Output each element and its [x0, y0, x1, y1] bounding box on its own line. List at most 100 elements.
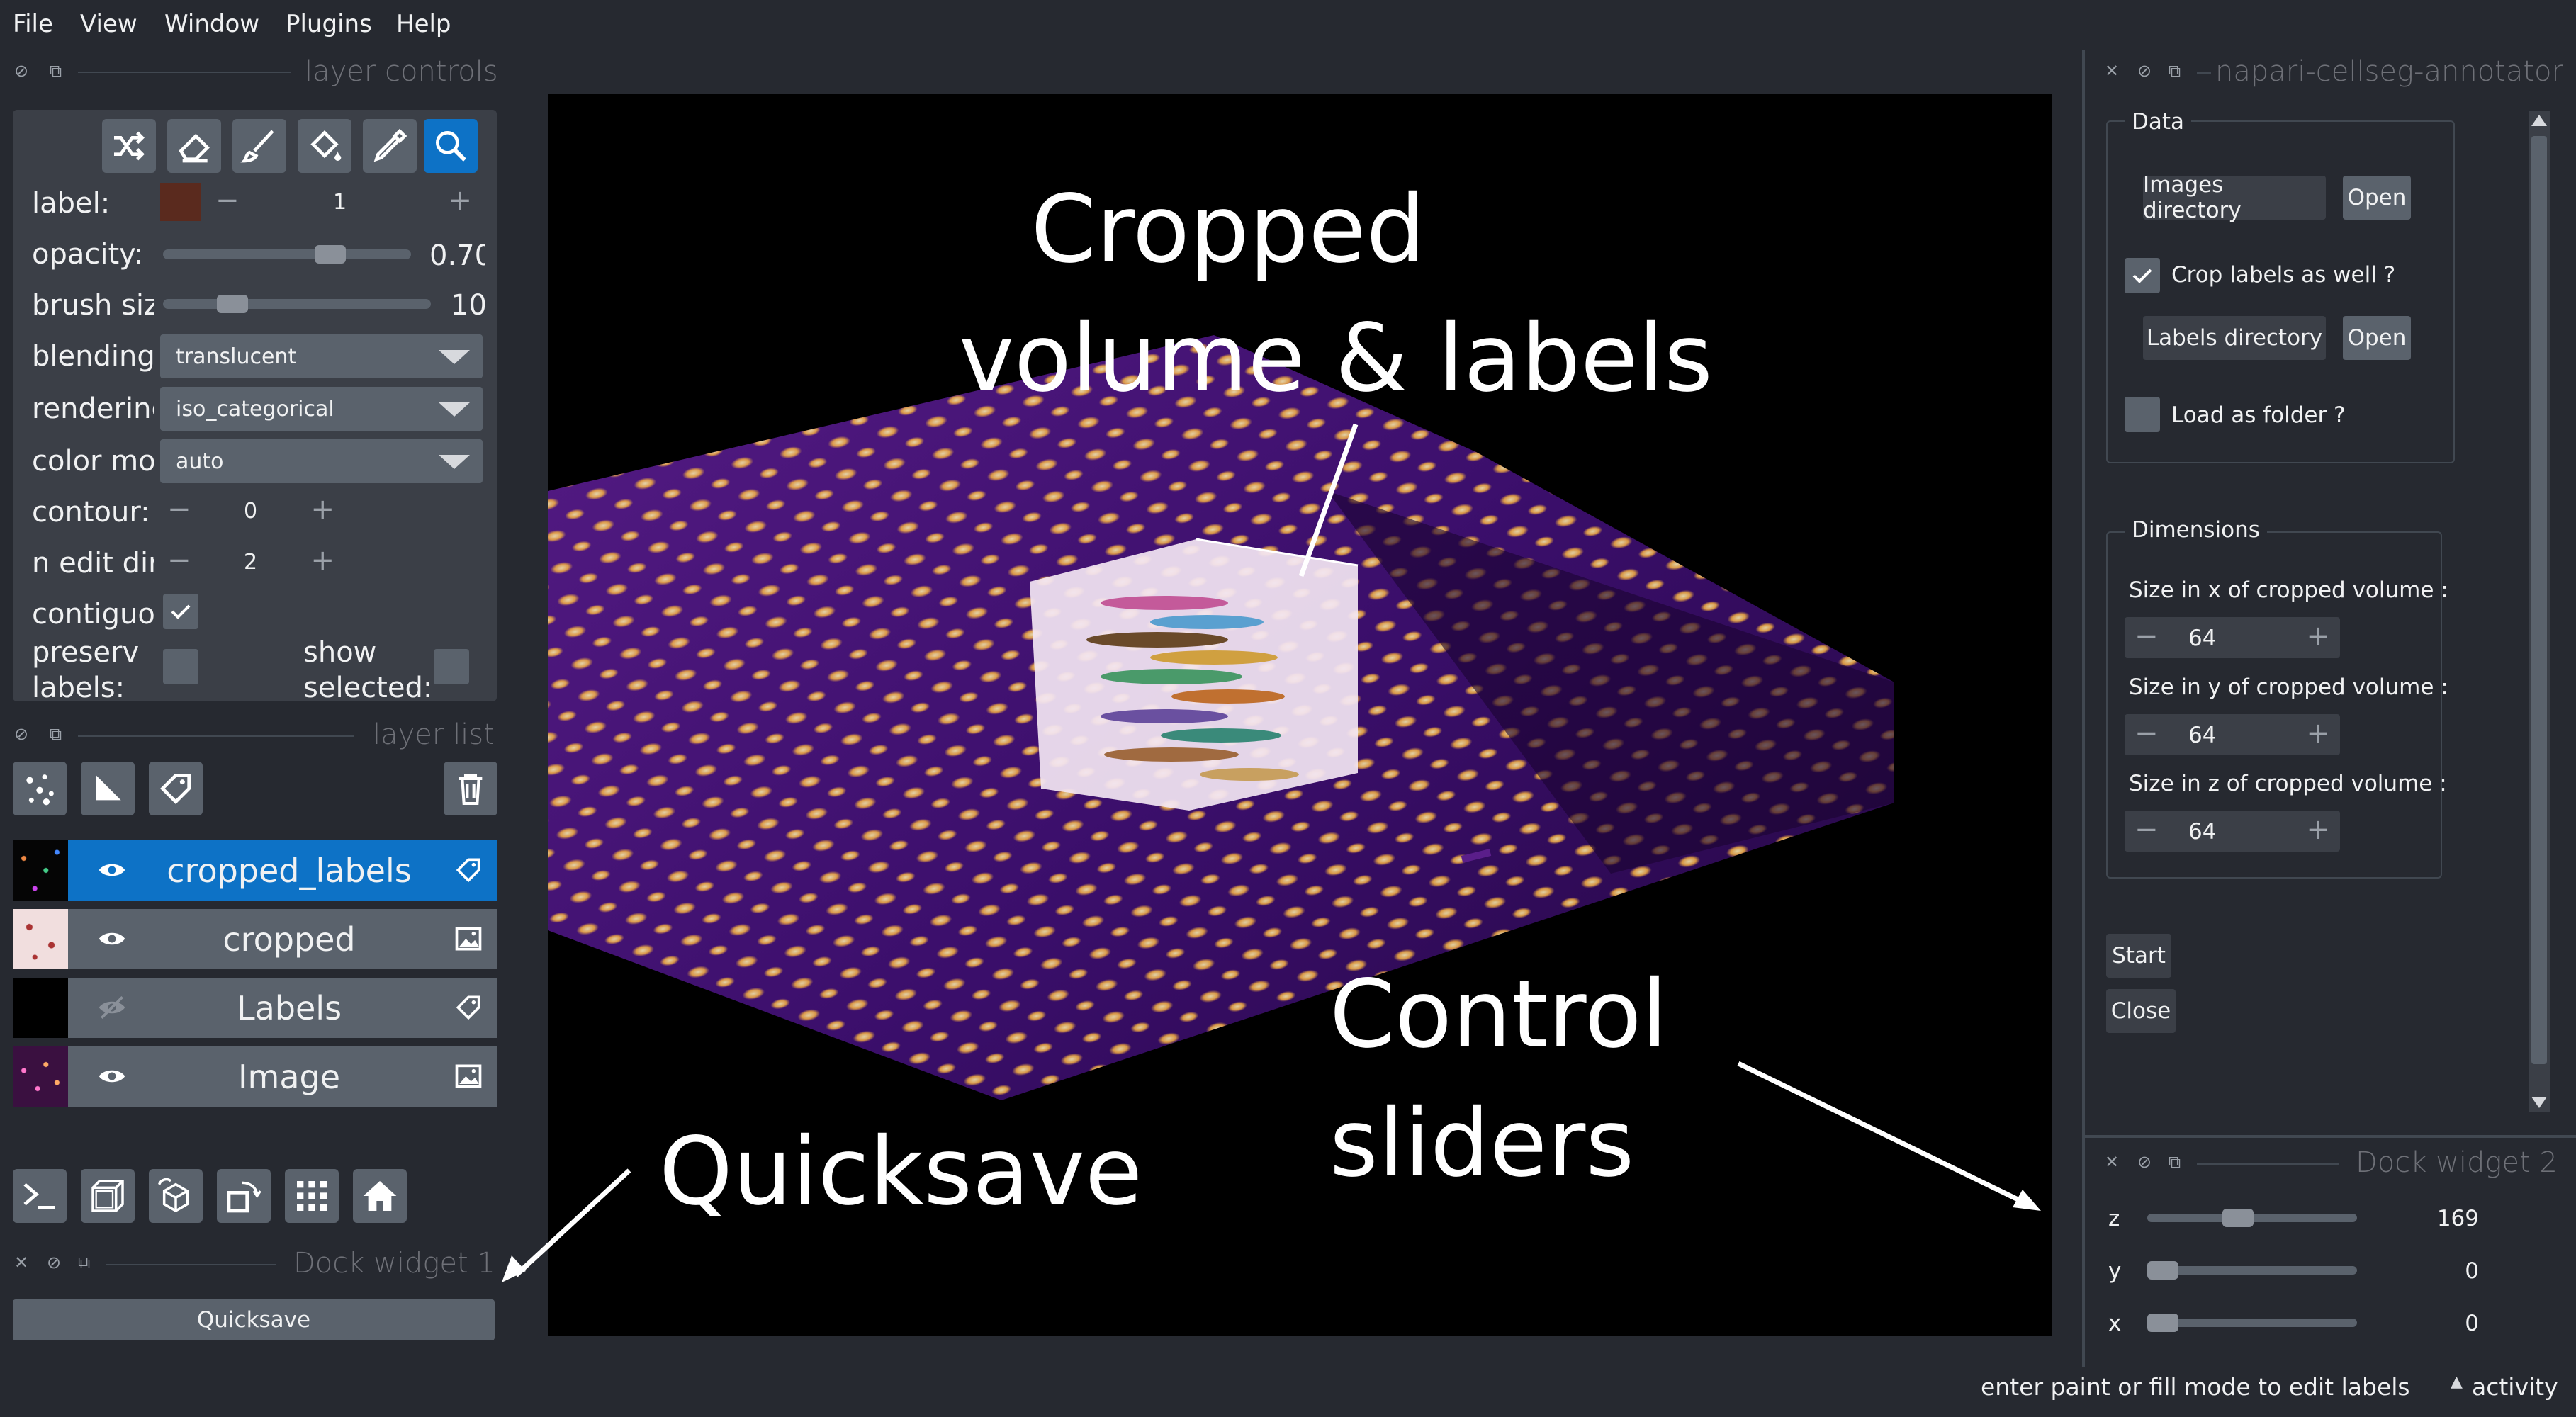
dim-slider-handle[interactable]: [2222, 1209, 2254, 1227]
layer-row-cropped[interactable]: cropped: [13, 909, 497, 969]
increment-icon[interactable]: +: [310, 544, 334, 577]
decrement-icon[interactable]: −: [2135, 717, 2159, 750]
label-spinbox[interactable]: − 1 +: [206, 181, 482, 222]
close-icon[interactable]: ✕: [14, 1253, 29, 1272]
dock-widget-2-title: Dock widget 2: [2356, 1146, 2558, 1179]
color-mode-combo[interactable]: auto: [160, 439, 483, 483]
start-button[interactable]: Start: [2106, 934, 2171, 978]
label-color-swatch[interactable]: [160, 183, 201, 221]
layer-row-labels[interactable]: Labels: [13, 978, 497, 1038]
undock-icon[interactable]: ⧉: [2169, 61, 2181, 81]
close-button[interactable]: Close: [2106, 989, 2176, 1033]
opacity-slider[interactable]: [163, 249, 411, 259]
images-directory-field[interactable]: Images directory: [2143, 172, 2326, 223]
scroll-up-icon[interactable]: [2531, 115, 2547, 126]
blending-combo[interactable]: translucent: [160, 334, 483, 378]
decrement-icon[interactable]: −: [167, 493, 191, 526]
increment-icon[interactable]: +: [2306, 717, 2330, 750]
quicksave-button[interactable]: Quicksave: [13, 1299, 495, 1340]
float-icon[interactable]: ⊘: [2137, 1152, 2152, 1172]
close-icon[interactable]: ✕: [2105, 1152, 2120, 1172]
close-icon[interactable]: ✕: [2105, 61, 2120, 81]
activity-button[interactable]: activity: [2472, 1373, 2558, 1401]
undock-icon[interactable]: ⧉: [50, 61, 62, 81]
open-images-button[interactable]: Open: [2343, 176, 2411, 220]
paint-button[interactable]: [232, 119, 286, 173]
erase-button[interactable]: [167, 119, 221, 173]
show-selected-label: show selected:: [303, 636, 431, 700]
layer-list-title: layer list: [373, 718, 495, 751]
n-edit-dim-spinbox[interactable]: − 2 +: [160, 541, 344, 582]
eye-hidden-icon[interactable]: [96, 992, 128, 1023]
points-icon: [26, 774, 54, 806]
undock-icon[interactable]: ⧉: [78, 1253, 91, 1272]
transpose-dims-button[interactable]: [217, 1169, 271, 1223]
fill-button[interactable]: [298, 119, 351, 173]
brush-size-slider-handle[interactable]: [217, 295, 248, 313]
decrement-icon[interactable]: −: [2135, 620, 2159, 653]
eye-icon[interactable]: [96, 923, 128, 954]
increment-icon[interactable]: +: [2306, 620, 2330, 653]
dim-slider-track[interactable]: [2147, 1319, 2357, 1327]
opacity-label: opacity:: [32, 238, 144, 271]
menu-view[interactable]: View: [80, 10, 137, 38]
increment-icon[interactable]: +: [448, 184, 472, 217]
increment-icon[interactable]: +: [2306, 813, 2330, 846]
menu-plugins[interactable]: Plugins: [286, 10, 372, 38]
scrollbar[interactable]: [2529, 111, 2550, 1112]
eye-icon[interactable]: [96, 854, 128, 886]
load-as-folder-checkbox[interactable]: [2125, 397, 2160, 432]
show-selected-checkbox[interactable]: [434, 649, 469, 684]
size-x-spinbox[interactable]: − 64 +: [2125, 617, 2340, 658]
layer-name: Image: [237, 1058, 341, 1096]
decrement-icon[interactable]: −: [215, 184, 240, 217]
undock-icon[interactable]: ⧉: [50, 724, 62, 744]
size-z-spinbox[interactable]: − 64 +: [2125, 811, 2340, 852]
open-labels-button[interactable]: Open: [2343, 316, 2411, 360]
undock-icon[interactable]: ⧉: [2169, 1152, 2181, 1172]
brush-size-slider[interactable]: [163, 299, 431, 309]
layer-row-cropped-labels[interactable]: cropped_labels: [13, 840, 497, 901]
opacity-slider-handle[interactable]: [315, 245, 346, 264]
eye-icon[interactable]: [96, 1061, 128, 1092]
float-icon[interactable]: ⊘: [47, 1253, 62, 1272]
new-labels-layer-button[interactable]: [149, 762, 203, 815]
dim-slider-handle[interactable]: [2147, 1314, 2178, 1332]
preserve-labels-checkbox[interactable]: [163, 649, 198, 684]
contour-spinbox[interactable]: − 0 +: [160, 490, 344, 531]
rendering-combo[interactable]: iso_categorical: [160, 387, 483, 431]
crop-labels-checkbox[interactable]: [2125, 258, 2160, 293]
shuffle-colors-button[interactable]: [102, 119, 156, 173]
menu-window[interactable]: Window: [164, 10, 260, 38]
menu-file[interactable]: File: [13, 10, 53, 38]
ndisplay-toggle-button[interactable]: [81, 1169, 135, 1223]
console-button[interactable]: [13, 1169, 67, 1223]
size-y-spinbox[interactable]: − 64 +: [2125, 714, 2340, 755]
decrement-icon[interactable]: −: [2135, 813, 2159, 846]
layer-row-image[interactable]: Image: [13, 1046, 497, 1107]
menu-help[interactable]: Help: [396, 10, 451, 38]
roll-dims-button[interactable]: [149, 1169, 203, 1223]
reset-view-button[interactable]: [353, 1169, 407, 1223]
dock-widget-1-title: Dock widget 1: [293, 1247, 495, 1280]
pick-button[interactable]: [363, 119, 417, 173]
contiguous-checkbox[interactable]: [163, 594, 198, 629]
scrollbar-handle[interactable]: [2531, 136, 2547, 1064]
scroll-down-icon[interactable]: [2531, 1097, 2547, 1108]
dim-slider-track[interactable]: [2147, 1266, 2357, 1275]
increment-icon[interactable]: +: [310, 493, 334, 526]
dim-slider-handle[interactable]: [2147, 1261, 2178, 1280]
caret-up-icon[interactable]: ▲: [2451, 1373, 2463, 1391]
float-icon[interactable]: ⊘: [2137, 61, 2152, 81]
new-shapes-layer-button[interactable]: [81, 762, 135, 815]
viewer-canvas[interactable]: Cropped volume & labels Control sliders …: [548, 94, 2052, 1336]
delete-layer-button[interactable]: [444, 762, 497, 815]
new-points-layer-button[interactable]: [13, 762, 67, 815]
decrement-icon[interactable]: −: [167, 544, 191, 577]
float-icon[interactable]: ⊘: [14, 724, 29, 744]
labels-directory-field[interactable]: Labels directory: [2143, 316, 2326, 360]
grid-mode-button[interactable]: [285, 1169, 339, 1223]
float-icon[interactable]: ⊘: [14, 61, 29, 81]
panel-splitter[interactable]: [2082, 50, 2085, 1367]
pan-zoom-button[interactable]: [424, 119, 478, 173]
